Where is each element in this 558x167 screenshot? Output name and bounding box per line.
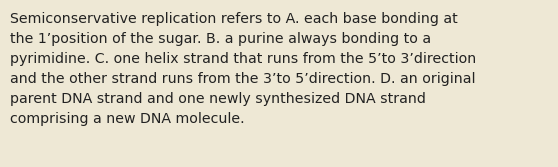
Text: Semiconservative replication refers to A. each base bonding at
the 1’position of: Semiconservative replication refers to A… bbox=[10, 12, 477, 126]
